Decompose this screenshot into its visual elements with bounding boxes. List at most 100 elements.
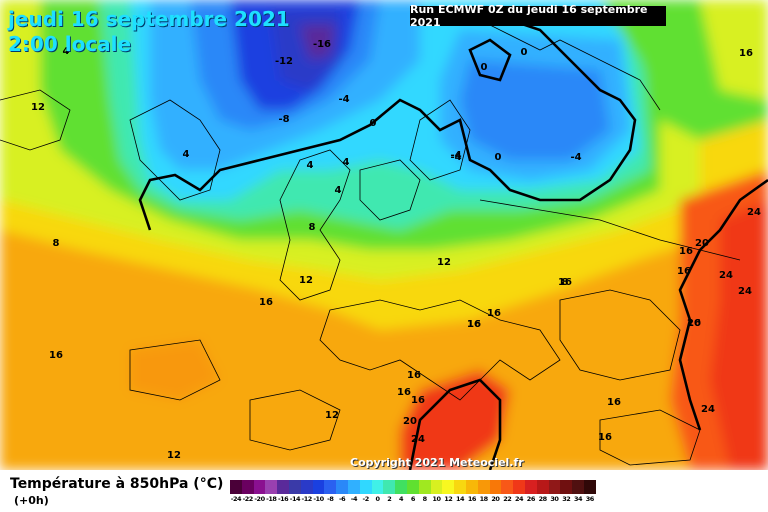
isotherm-value-label: 24 [719,270,733,281]
color-scale-swatch [241,480,254,494]
isotherm-value-label: 16 [407,370,421,381]
color-scale-value: 2 [387,495,392,503]
color-scale-value: 10 [432,495,441,503]
coastlines [0,9,741,466]
isotherm-value-label: 24 [701,404,715,415]
color-scale-swatch [513,480,525,494]
color-scale-value: 8 [422,495,428,503]
color-scale-swatch [406,480,419,494]
color-scale-swatch [501,480,514,494]
lead-time: (+0h) [14,494,49,507]
isotherm-value-label: -4 [450,150,461,161]
color-scale-value: -16 [277,495,289,503]
isotherm-value-label: -4 [450,152,461,163]
color-scale-value: 6 [410,495,416,503]
color-scale-swatch [230,480,242,494]
isotherm-value-label: 16 [49,350,63,361]
isotherm-value-label: 4 [183,149,190,160]
color-scale-swatch [583,480,596,494]
color-scale-swatch [359,480,372,494]
twenty-isotherm [408,178,768,470]
isotherm-value-label: 0 [495,152,502,163]
isotherm-value-label: 4 [307,160,314,171]
color-scale-value: 36 [585,495,595,503]
color-scale-swatch [430,480,443,494]
color-scale-swatch [560,480,573,494]
isotherm-value-label: 12 [325,410,339,421]
isotherm-value-label: 16 [679,246,693,257]
isotherm-value-label: 16 [411,395,425,406]
color-scale-swatch [489,480,502,494]
color-scale-swatch [288,480,301,494]
isotherm-value-label: 4 [343,157,350,168]
isotherm-value-label: 16 [467,319,481,330]
color-scale-swatch [524,480,537,494]
isotherm-value-label: 4 [63,46,70,57]
isotherm-value-label: 20 [687,318,701,329]
color-scale [230,480,596,494]
color-scale-labels: -24 -22 -20 -18 -16 -14 -12 -10 -8 -6 -4 -2 0 2 4 6 8 10 1… [230,495,596,503]
color-scale-swatch [371,480,384,494]
forecast-time: 2:00 locale [8,32,132,56]
isotherm-value-label: 12 [167,450,181,461]
isotherm-value-label: 24 [738,286,752,297]
isotherm-value-label: -4 [338,94,349,105]
color-scale-value: -8 [327,495,334,503]
color-scale-swatch [324,480,337,494]
isotherm-value-label: 16 [558,277,572,288]
color-scale-swatch [418,480,431,494]
color-scale-value: 0 [375,495,380,503]
color-scale-swatch [536,480,549,494]
isotherm-value-label: 16 [397,387,411,398]
isotherm-value-label: 12 [31,102,45,113]
color-scale-value: 24 [515,495,524,503]
isotherm-value-label: 16 [607,397,621,408]
color-scale-value: -4 [350,495,358,503]
isotherm-value-label: 0 [521,47,528,58]
isotherm-value-label: 0 [481,62,488,73]
color-scale-value: 32 [562,495,571,503]
isotherm-value-label: 24 [411,434,425,445]
isotherm-value-label: 16 [739,48,753,59]
color-scale-value: 4 [399,495,404,503]
isotherm-value-label: 16 [687,318,701,329]
isotherm-value-label: 20 [695,238,709,249]
color-scale-value: -10 [313,495,324,503]
temperature-field [0,0,768,470]
isotherm-value-label: -16 [313,39,331,50]
color-scale-swatch [442,480,455,494]
isotherm-value-label: 16 [487,308,501,319]
color-scale-value: -6 [338,495,346,503]
isotherm-value-label: 8 [562,277,569,288]
color-scale-value: -2 [362,495,370,503]
zero-isotherm [138,18,637,231]
color-scale-value: 26 [526,495,536,503]
color-scale-value: -18 [266,495,277,503]
copyright-text: Copyright 2021 Meteociel.fr [350,456,524,469]
color-scale-swatch [383,480,396,494]
isotherm-value-label: 24 [747,207,761,218]
color-scale-swatch [572,480,584,494]
color-scale-value: -22 [242,495,254,503]
color-scale-value: 20 [491,495,500,503]
color-scale-swatch [395,480,407,494]
isotherm-value-label: 20 [403,416,417,427]
isotherm-value-label: 8 [53,238,60,249]
color-scale-value: -20 [254,495,265,503]
color-scale-swatch [253,480,266,494]
color-scale-value: 30 [550,495,559,503]
color-scale-swatch [347,480,360,494]
isotherm-value-label: 16 [467,319,481,330]
color-scale-value: 14 [456,495,465,503]
color-scale-swatch [454,480,466,494]
isotherm-value-label: -4 [570,152,581,163]
isotherm-value-label: 12 [299,275,313,286]
isotherm-value-label: 12 [437,257,451,268]
color-scale-swatch [312,480,325,494]
color-scale-value: 22 [503,495,512,503]
color-scale-swatch [548,480,561,494]
isotherm-value-label: -8 [278,114,289,125]
color-scale-value: -12 [301,495,313,503]
parameter-title: Température à 850hPa (°C) [10,476,224,492]
